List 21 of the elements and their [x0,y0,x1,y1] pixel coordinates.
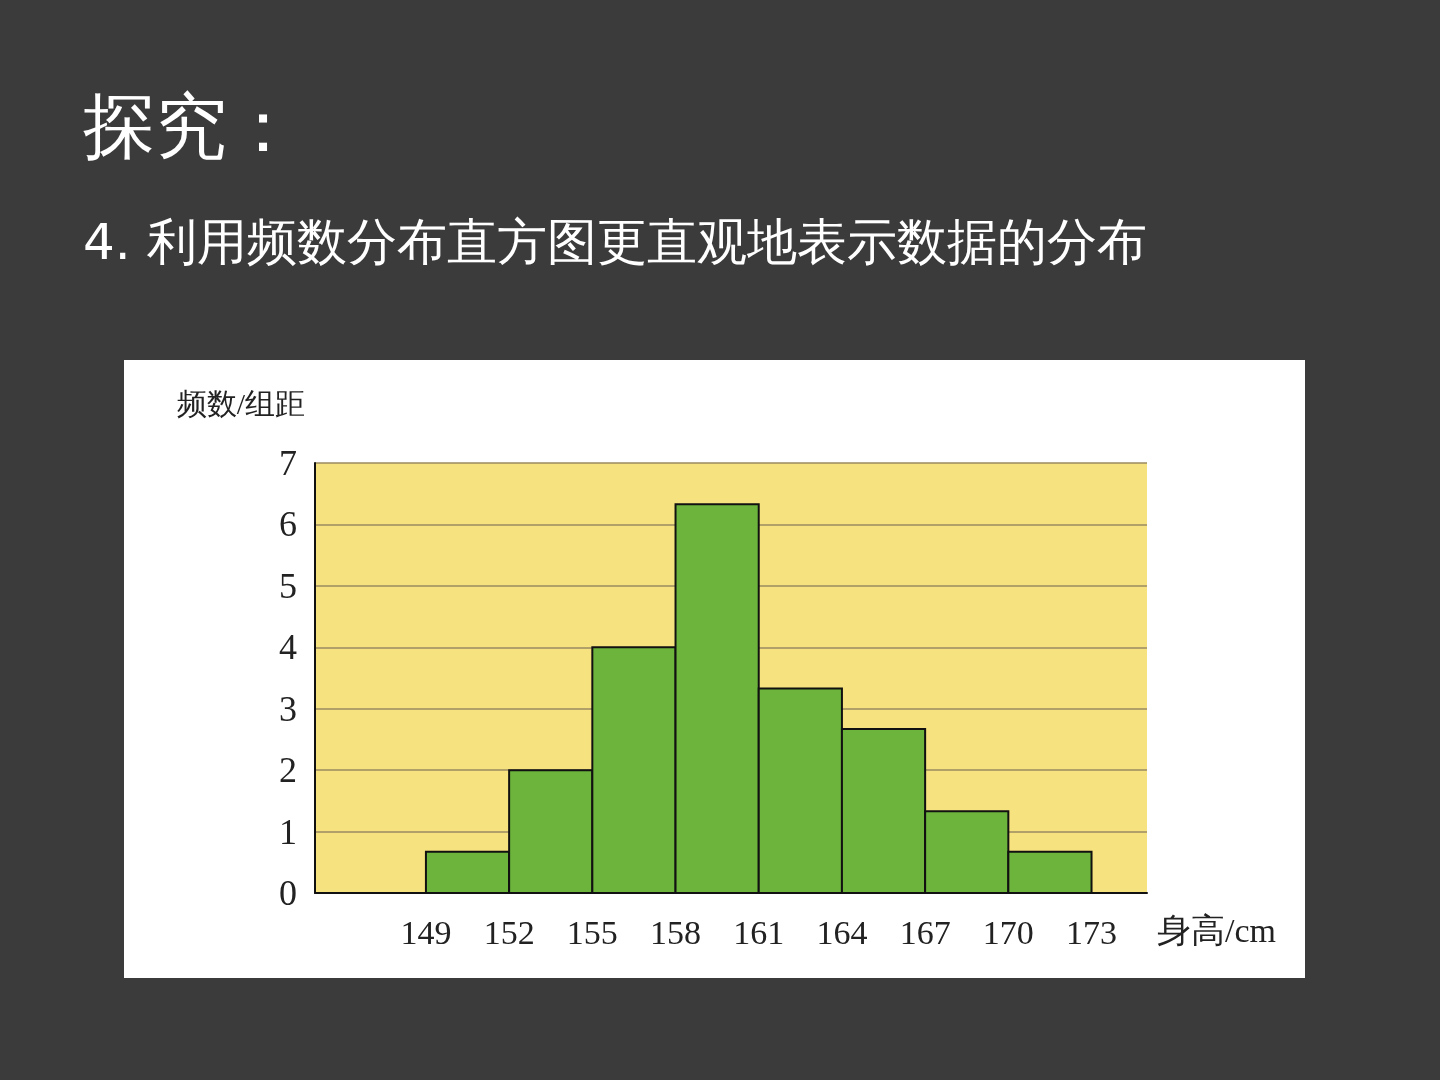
x-tick-label: 158 [650,913,702,951]
y-tick-label: 0 [279,873,297,913]
x-tick-label: 152 [483,913,535,951]
y-tick-label: 3 [279,688,297,729]
x-tick-label: 149 [400,913,452,951]
y-tick-label: 1 [279,811,297,852]
x-tick-label: 161 [733,913,785,951]
y-tick-label: 6 [279,504,297,545]
y-tick-label: 4 [279,627,297,668]
x-axis-title: 身高/cm [1157,911,1276,949]
x-tick-label: 155 [566,913,618,951]
x-tick-label: 173 [1066,913,1118,951]
x-tick-label: 167 [899,913,951,951]
y-tick-label: 7 [279,443,297,483]
chart-title: 探究： [83,84,299,168]
y-axis-title: 频数/组距 [176,386,305,420]
y-tick-label: 5 [279,565,297,606]
chart-subtitle: 4. 利用频数分布直方图更直观地表示数据的分布 [83,213,1147,271]
y-tick-label: 2 [279,750,297,791]
x-tick-label: 164 [816,913,868,951]
x-tick-label: 170 [982,913,1034,951]
